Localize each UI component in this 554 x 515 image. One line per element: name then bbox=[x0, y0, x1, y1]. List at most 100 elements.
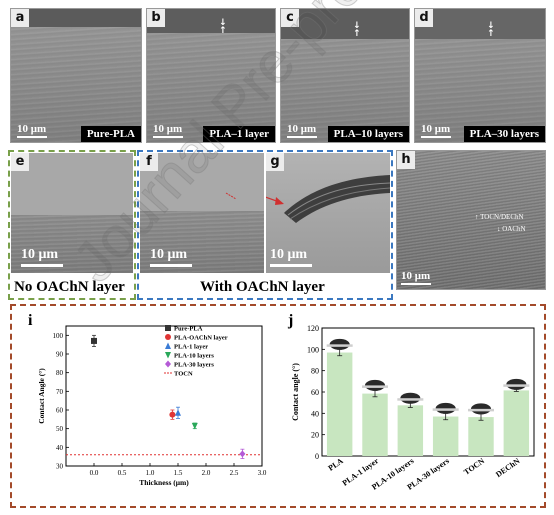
sample-tag-b: PLA–1 layer bbox=[203, 126, 275, 142]
bar bbox=[326, 352, 353, 456]
contact-angle-scatter-chart: 0.0 0.5 1.0 1.5 2.0 2.5 3.0 30 40 50 60 70 80 90 100 Th… bbox=[37, 325, 267, 487]
panel-letter-b: b bbox=[147, 9, 165, 27]
sem-image-f: f 10 μm bbox=[140, 153, 264, 273]
no-oachn-box bbox=[8, 150, 136, 300]
legend-label: PLA-OAChN layer bbox=[174, 335, 228, 342]
panel-letter-j: j bbox=[288, 312, 294, 329]
droplet-icon bbox=[365, 379, 385, 391]
legend-marker bbox=[165, 352, 171, 359]
y-tick-label: 60 bbox=[56, 407, 64, 415]
substrate-icon bbox=[362, 385, 388, 388]
bar bbox=[468, 417, 494, 456]
scale-bar-b: 10 μm bbox=[153, 123, 183, 138]
scale-bar-e: 10 μm bbox=[21, 247, 63, 267]
x-tick-label: 0.5 bbox=[118, 469, 127, 477]
scale-label-a: 10 μm bbox=[17, 123, 47, 135]
scale-bar-a: 10 μm bbox=[17, 123, 47, 138]
legend-label: Pure-PLA bbox=[174, 326, 203, 333]
y-axis-label: Contact angle (°) bbox=[291, 363, 300, 421]
scale-label-f: 10 μm bbox=[150, 247, 188, 262]
layer-fracture bbox=[266, 175, 390, 223]
legend-label: PLA-10 layers bbox=[174, 353, 214, 360]
scale-bar-g: 10 μm bbox=[270, 247, 312, 267]
x-tick-label: 1.5 bbox=[174, 469, 183, 477]
y-tick-label: 80 bbox=[56, 369, 64, 377]
substrate-icon bbox=[397, 398, 424, 401]
panel-letter-g: g bbox=[266, 153, 284, 171]
panel-letter-d: d bbox=[415, 9, 433, 27]
y-axis-label: Contact Angle (°) bbox=[37, 368, 46, 424]
x-tick-label: 2.0 bbox=[202, 469, 211, 477]
x-tick-label: 0.0 bbox=[90, 469, 99, 477]
caption-no-oachn: No OAChN layer bbox=[14, 279, 125, 295]
data-point bbox=[169, 411, 176, 418]
sample-tag-c: PLA–10 layers bbox=[327, 126, 409, 142]
category-label: DEChN bbox=[494, 456, 522, 479]
y-tick-label: 40 bbox=[56, 444, 64, 452]
legend-marker bbox=[165, 334, 171, 340]
panel-letter-c: c bbox=[281, 9, 299, 27]
y-tick-label: 120 bbox=[307, 324, 319, 333]
layer-arrows-c: ↓ ↑ bbox=[353, 21, 361, 39]
sem-image-a: a 10 μm Pure-PLA bbox=[10, 8, 142, 143]
bar bbox=[397, 405, 424, 456]
data-point bbox=[175, 409, 181, 416]
data-point bbox=[191, 422, 198, 430]
substrate-icon bbox=[432, 408, 459, 411]
y-tick-label: 60 bbox=[311, 388, 319, 397]
x-tick-label: 1.0 bbox=[146, 469, 155, 477]
sem-image-d: d ↓ ↑ 10 μm PLA–30 layers bbox=[414, 8, 546, 143]
y-tick-label: 0 bbox=[315, 452, 319, 461]
sem-image-g: g 10 μm bbox=[266, 153, 390, 273]
with-oachn-box bbox=[137, 150, 393, 300]
category-label: TOCN bbox=[462, 456, 486, 477]
panel-letter-h: h bbox=[397, 151, 415, 169]
plot-frame bbox=[321, 327, 535, 457]
sem-image-b: b ↓ ↑ 10 μm PLA–1 layer bbox=[146, 8, 276, 143]
caption-with-oachn: With OAChN layer bbox=[200, 279, 325, 295]
data-point bbox=[91, 337, 97, 344]
sem-image-e: e 10 μm bbox=[11, 153, 133, 273]
x-tick-label: 3.0 bbox=[258, 469, 267, 477]
bar bbox=[432, 416, 459, 456]
layer-arrows-d: ↓ ↑ bbox=[487, 21, 495, 39]
scale-bar-c: 10 μm bbox=[287, 123, 317, 138]
substrate-icon bbox=[326, 344, 353, 347]
data-point bbox=[239, 450, 246, 458]
legend-marker bbox=[165, 342, 171, 349]
x-tick-label: 2.5 bbox=[230, 469, 239, 477]
x-axis-label: Thickness (μm) bbox=[139, 478, 189, 487]
bar bbox=[503, 390, 530, 456]
scale-label-d: 10 μm bbox=[421, 123, 451, 135]
y-tick-label: 30 bbox=[56, 463, 64, 471]
scale-label-g: 10 μm bbox=[270, 247, 308, 262]
sample-tag-d: PLA–30 layers bbox=[463, 126, 545, 142]
y-tick-label: 20 bbox=[311, 431, 319, 440]
y-tick-label: 50 bbox=[56, 425, 64, 433]
y-tick-label: 100 bbox=[53, 332, 64, 340]
scale-label-b: 10 μm bbox=[153, 123, 183, 135]
charts-box bbox=[10, 304, 546, 508]
scale-label-c: 10 μm bbox=[287, 123, 317, 135]
y-tick-label: 70 bbox=[56, 388, 64, 396]
scale-label-h: 10 μm bbox=[401, 270, 431, 282]
scale-bar-f: 10 μm bbox=[150, 247, 192, 267]
legend-label: PLA-30 layers bbox=[174, 362, 214, 369]
category-label: PLA bbox=[327, 456, 345, 473]
panel-letter-f: f bbox=[140, 153, 158, 171]
bar bbox=[362, 393, 388, 456]
label-oachn: ↓ OAChN bbox=[497, 225, 526, 233]
y-tick-label: 80 bbox=[311, 367, 319, 376]
legend-label: TOCN bbox=[174, 371, 193, 378]
zoom-indicator bbox=[225, 192, 237, 200]
legend-marker bbox=[165, 360, 171, 368]
label-tocn-dechn: ↑ TOCN/DEChN bbox=[475, 213, 524, 221]
scale-label-e: 10 μm bbox=[21, 247, 59, 262]
scale-bar-h: 10 μm bbox=[401, 270, 431, 285]
sem-image-h: h ↑ TOCN/DEChN ↓ OAChN 10 μm bbox=[396, 150, 546, 290]
plot-frame bbox=[65, 325, 263, 467]
substrate-icon bbox=[503, 384, 530, 387]
y-tick-label: 90 bbox=[56, 351, 64, 359]
panel-letter-a: a bbox=[11, 9, 29, 27]
